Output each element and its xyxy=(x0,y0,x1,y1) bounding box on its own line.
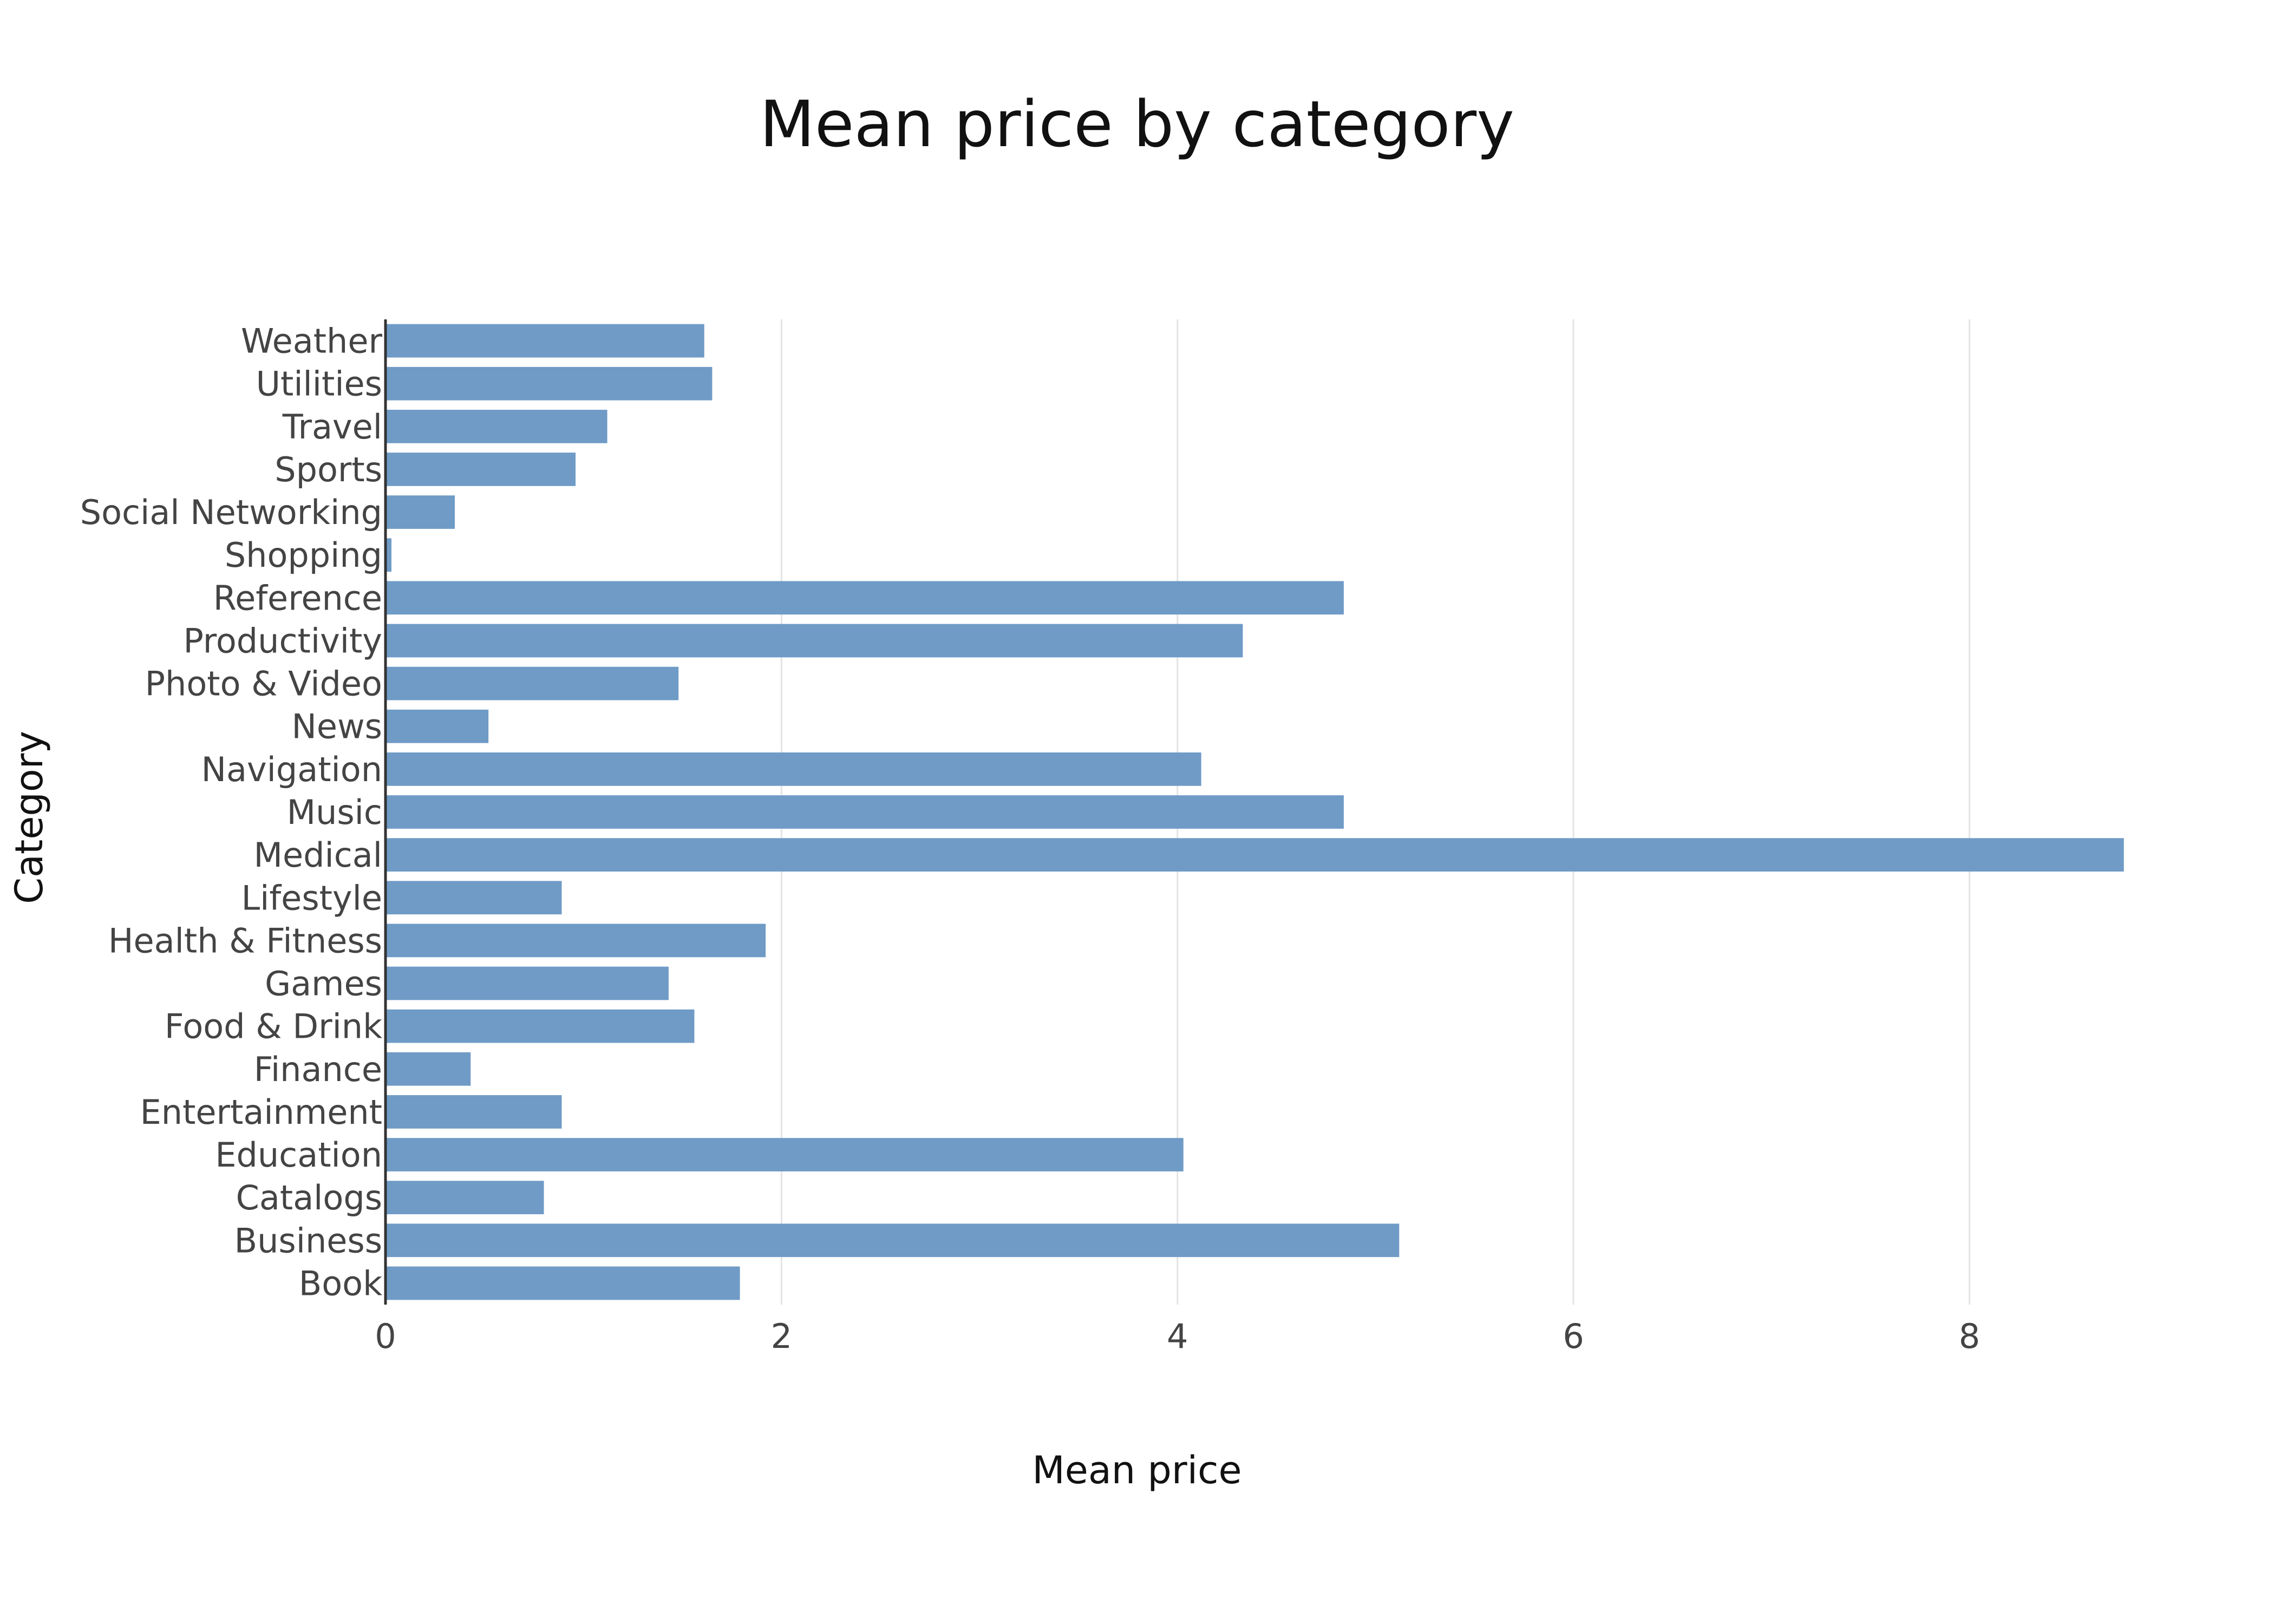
bar-photo-video[interactable] xyxy=(385,666,679,700)
x-tick-label: 0 xyxy=(375,1317,396,1356)
y-axis-title: Category xyxy=(7,731,51,904)
category-label: Catalogs xyxy=(236,1178,382,1217)
category-label: Book xyxy=(299,1263,382,1303)
category-label: Shopping xyxy=(225,535,382,575)
bar-business[interactable] xyxy=(385,1223,1400,1258)
bar-games[interactable] xyxy=(385,966,669,1000)
bar-food-drink[interactable] xyxy=(385,1009,695,1043)
category-label: Utilities xyxy=(256,364,382,404)
bar-weather[interactable] xyxy=(385,324,704,358)
category-label: News xyxy=(291,707,382,746)
bar-entertainment[interactable] xyxy=(385,1095,562,1129)
x-tick-label: 2 xyxy=(771,1317,792,1356)
category-label: Music xyxy=(287,793,382,832)
category-label: Games xyxy=(265,964,382,1004)
category-label: Finance xyxy=(254,1050,382,1089)
category-label: Social Networking xyxy=(80,493,382,532)
bar-reference[interactable] xyxy=(385,581,1344,615)
category-label: Health & Fitness xyxy=(108,921,382,960)
bar-news[interactable] xyxy=(385,709,489,743)
x-tick-label: 8 xyxy=(1959,1317,1980,1356)
category-label: Navigation xyxy=(201,750,382,789)
category-label: Reference xyxy=(213,578,382,618)
x-axis-title: Mean price xyxy=(1032,1448,1241,1492)
category-label: Sports xyxy=(275,450,382,489)
bar-lifestyle[interactable] xyxy=(385,881,562,915)
category-label: Food & Drink xyxy=(165,1007,382,1046)
category-label: Entertainment xyxy=(140,1092,382,1132)
bar-music[interactable] xyxy=(385,795,1344,829)
bar-social-networking[interactable] xyxy=(385,495,455,529)
x-tick-labels: 0 2 4 6 8 xyxy=(375,1317,1980,1356)
bar-productivity[interactable] xyxy=(385,624,1243,658)
bar-book[interactable] xyxy=(385,1266,740,1300)
chart-title: Mean price by category xyxy=(760,87,1514,161)
bar-travel[interactable] xyxy=(385,409,607,443)
bar-medical[interactable] xyxy=(385,838,2124,872)
bar-catalogs[interactable] xyxy=(385,1181,544,1215)
bar-health-fitness[interactable] xyxy=(385,924,766,958)
x-tick-label: 6 xyxy=(1563,1317,1584,1356)
category-label: Weather xyxy=(241,322,383,361)
category-label: Medical xyxy=(253,835,382,875)
category-label: Business xyxy=(234,1221,382,1260)
bars xyxy=(385,324,2124,1300)
category-label: Travel xyxy=(282,407,382,447)
category-label: Photo & Video xyxy=(145,664,382,704)
category-label: Education xyxy=(215,1135,382,1175)
bar-shopping[interactable] xyxy=(385,538,391,572)
category-label: Productivity xyxy=(183,621,382,660)
x-tick-label: 4 xyxy=(1167,1317,1188,1356)
bar-navigation[interactable] xyxy=(385,752,1201,786)
bar-finance[interactable] xyxy=(385,1052,471,1086)
bar-education[interactable] xyxy=(385,1138,1184,1171)
bar-utilities[interactable] xyxy=(385,366,713,401)
bar-sports[interactable] xyxy=(385,453,576,486)
category-label: Lifestyle xyxy=(241,878,382,918)
